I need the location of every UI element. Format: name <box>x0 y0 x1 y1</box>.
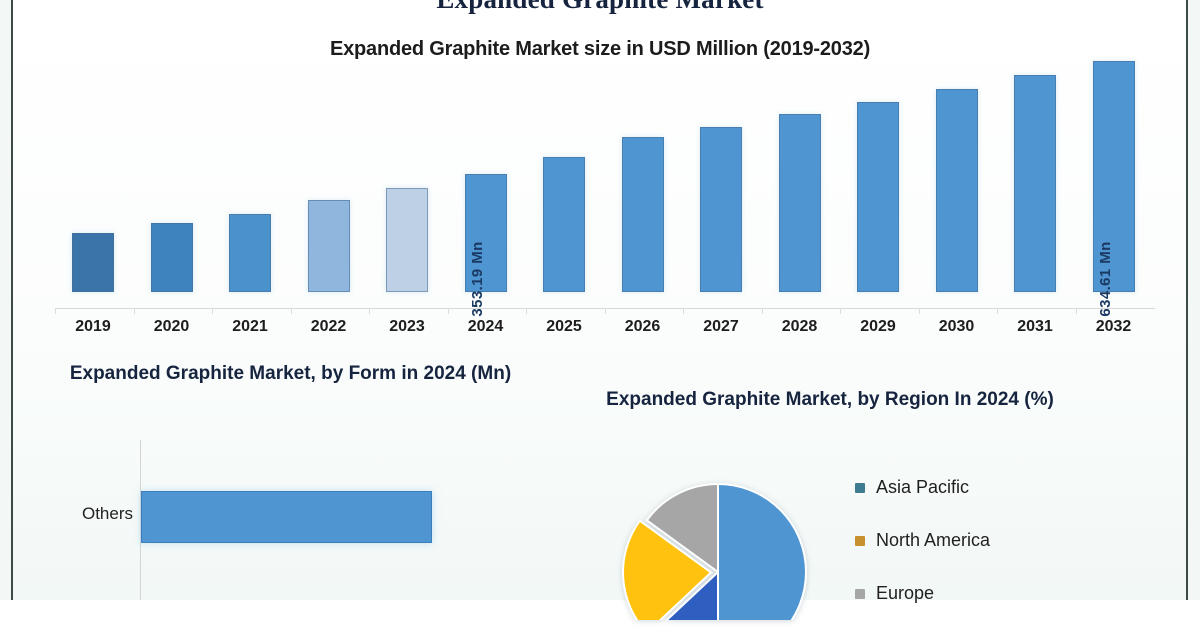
page-left-border-rule <box>11 0 13 600</box>
axis-tick-2031 <box>997 308 998 314</box>
axis-tick-2020 <box>133 308 135 314</box>
bar-2032: 634.61 Mn <box>1092 61 1135 317</box>
region-pie-chart <box>560 440 890 620</box>
axis-tick-2032 <box>1075 308 1077 314</box>
axis-tick-2028 <box>761 308 763 314</box>
market-by-region-chart: Expanded Graphite Market, by Region In 2… <box>560 382 1140 620</box>
axis-tick-2023 <box>369 308 370 314</box>
legend-item-asia-pacific: Asia Pacific <box>855 477 1140 498</box>
form-chart-category-label: Others <box>81 504 133 523</box>
page-right-margin-tint <box>1188 0 1200 600</box>
axis-tick-2027 <box>683 308 684 314</box>
axis-label-2028: 2028 <box>781 318 818 335</box>
axis-label-2022: 2022 <box>310 318 347 335</box>
legend-label: Asia Pacific <box>876 477 970 497</box>
legend-item-north-america: North America <box>855 530 1140 551</box>
legend-label: North America <box>876 530 991 550</box>
form-chart-axis-line <box>140 440 141 600</box>
bar-value-2024: 353.19 Mn <box>468 241 486 317</box>
axis-label-2029: 2029 <box>860 318 896 335</box>
axis-label-2023: 2023 <box>389 318 425 335</box>
legend-swatch-icon <box>855 482 865 493</box>
bar-2029 <box>857 102 899 292</box>
infographic-page: Expanded Graphite Market Expanded Graphi… <box>0 0 1200 620</box>
legend-item-europe: Europe <box>855 583 1140 604</box>
bar-2024: 353.19 Mn <box>464 174 507 317</box>
axis-label-2021: 2021 <box>232 318 268 335</box>
legend-swatch-icon <box>855 535 865 546</box>
market-size-bar-chart: Expanded Graphite Market size in USD Mil… <box>0 28 1200 343</box>
bar-chart-plot-area: 353.19 Mn 634.61 Mn <box>55 36 1153 317</box>
bar-2020 <box>150 223 193 292</box>
axis-label-2032: 2032 <box>1095 318 1132 335</box>
axis-label-2030: 2030 <box>938 318 975 335</box>
bar-value-2032: 634.61 Mn <box>1096 241 1114 317</box>
page-title: Expanded Graphite Market <box>0 0 1200 15</box>
legend-label: Europe <box>876 583 935 603</box>
bar-2026 <box>621 137 664 292</box>
axis-tick-2025 <box>526 308 527 314</box>
bar-2031 <box>1014 75 1056 292</box>
bar-chart-title: Expanded Graphite Market size in USD Mil… <box>329 38 871 60</box>
bar-2025 <box>543 157 585 292</box>
axis-tick-2029 <box>840 308 841 314</box>
axis-label-2031: 2031 <box>1017 318 1053 335</box>
axis-tick-2024 <box>447 308 449 314</box>
legend-swatch-icon <box>855 588 865 599</box>
bar-2019 <box>72 233 114 292</box>
market-by-form-chart: Expanded Graphite Market, by Form in 202… <box>18 352 563 600</box>
form-chart-title: Expanded Graphite Market, by Form in 202… <box>69 363 512 384</box>
axis-tick-2030 <box>918 308 920 314</box>
bar-2030 <box>935 89 978 292</box>
form-chart-bar-others <box>141 491 432 543</box>
region-pie-legend: Asia Pacific North America Europe <box>855 477 1140 636</box>
bar-2027 <box>700 127 742 292</box>
pie-slice-europe <box>645 482 719 574</box>
bar-2022 <box>307 200 350 292</box>
axis-label-2020: 2020 <box>153 318 190 335</box>
region-pie-svg <box>622 482 807 620</box>
axis-label-2019: 2019 <box>75 318 111 335</box>
bar-2021 <box>229 214 271 292</box>
axis-tick-2022 <box>290 308 292 314</box>
axis-label-2027: 2027 <box>703 318 739 335</box>
pie-slice-asia-pacific <box>717 482 807 620</box>
region-chart-title: Expanded Graphite Market, by Region In 2… <box>606 389 1054 410</box>
axis-label-2025: 2025 <box>546 318 582 335</box>
bar-2023 <box>386 188 428 292</box>
axis-label-2026: 2026 <box>624 318 661 335</box>
axis-tick-2019 <box>55 308 56 314</box>
page-left-margin-tint <box>0 0 11 600</box>
bar-2028 <box>778 114 821 292</box>
page-right-border-rule <box>1186 0 1188 600</box>
axis-tick-2021 <box>212 308 213 314</box>
axis-label-2024: 2024 <box>467 318 504 335</box>
axis-tick-2026 <box>604 308 606 314</box>
pie-slice-north-america <box>622 519 713 620</box>
